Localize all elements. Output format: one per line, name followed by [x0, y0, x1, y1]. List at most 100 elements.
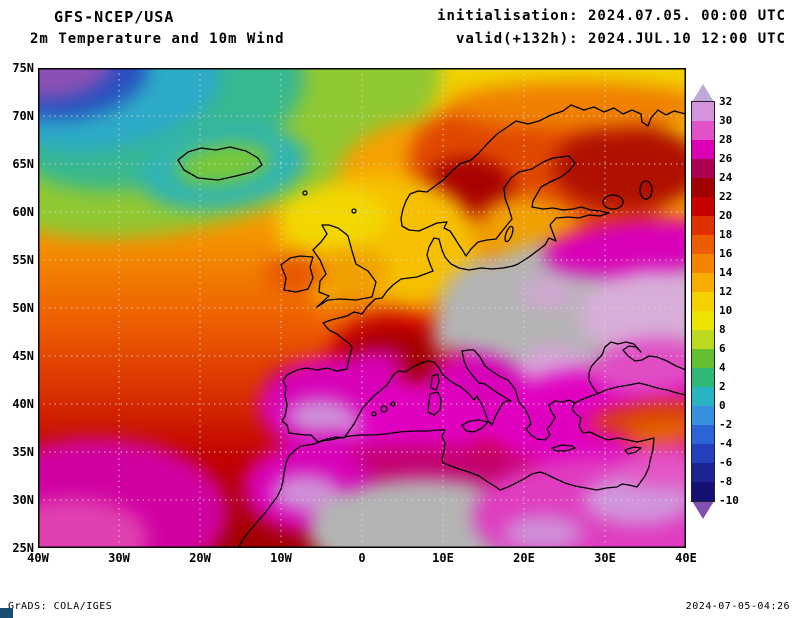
latitude-axis: 75N 70N 65N 60N 55N 50N 45N 40N 35N 30N 25N — [2, 61, 34, 555]
coastline-crete — [551, 444, 576, 452]
colorbar-segment — [692, 292, 714, 311]
colorbar-label: -2 — [719, 418, 733, 431]
longitude-label: 30W — [108, 551, 130, 565]
coastline-iceland — [177, 146, 263, 181]
parameter-subtitle: 2m Temperature and 10m Wind — [30, 31, 285, 47]
temp-blob — [503, 515, 583, 548]
colorbar-segments — [691, 101, 715, 502]
latitude-label: 45N — [12, 349, 34, 363]
temperature-field — [38, 68, 686, 548]
longitude-label: 10E — [432, 551, 454, 565]
longitude-label: 20E — [513, 551, 535, 565]
colorbar-segment — [692, 349, 714, 368]
colorbar-label: 24 — [719, 171, 733, 184]
temp-blob — [448, 82, 686, 130]
temp-blob — [553, 125, 686, 210]
lake-onega — [639, 180, 653, 200]
latitude-label: 60N — [12, 205, 34, 219]
colorbar — [691, 84, 715, 519]
colorbar-segment — [692, 178, 714, 197]
colorbar-label: 18 — [719, 228, 733, 241]
colorbar-segment — [692, 330, 714, 349]
grid-lines — [38, 68, 686, 548]
coastline-grid-overlay — [38, 68, 686, 548]
latitude-label: 75N — [12, 61, 34, 75]
model-title: GFS-NCEP/USA — [54, 8, 175, 26]
latitude-label: 55N — [12, 253, 34, 267]
colorbar-segment — [692, 140, 714, 159]
colorbar-segment — [692, 273, 714, 292]
coastline-mainland-europe — [281, 104, 686, 443]
colorbar-triangle-top — [692, 84, 714, 102]
colorbar-segment — [692, 216, 714, 235]
colorbar-segment — [692, 425, 714, 444]
coastline-black-sea-north — [588, 341, 686, 394]
colorbar-label: 26 — [719, 152, 733, 165]
colorbar-segment — [692, 463, 714, 482]
colorbar-segment — [692, 311, 714, 330]
colorbar-label: -8 — [719, 475, 733, 488]
coastline-africa-levant-turkey — [237, 403, 655, 548]
colorbar-segment — [692, 235, 714, 254]
coastline-cyprus — [624, 446, 642, 455]
colorbar-label: 14 — [719, 266, 733, 279]
island-mallorca — [380, 405, 388, 413]
colorbar-segment — [692, 197, 714, 216]
colorbar-label: 6 — [719, 342, 726, 355]
colorbar-label: -4 — [719, 437, 733, 450]
coastline-great-britain — [312, 224, 377, 308]
colorbar-segment — [692, 159, 714, 178]
longitude-label: 10W — [270, 551, 292, 565]
colorbar-segment — [692, 444, 714, 463]
colorbar-label: 32 — [719, 95, 733, 108]
colorbar-segment — [692, 254, 714, 273]
colorbar-label: 0 — [719, 399, 726, 412]
coastline-sardinia — [427, 391, 442, 416]
valid-time: valid(+132h): 2024.JUL.10 12:00 UTC — [455, 31, 786, 47]
colorbar-segment — [692, 406, 714, 425]
colorbar-label: 10 — [719, 304, 733, 317]
latitude-label: 65N — [12, 157, 34, 171]
longitude-label: 0 — [358, 551, 366, 565]
colorbar-label: 4 — [719, 361, 726, 374]
temp-blob — [278, 188, 388, 248]
colorbar-label: 20 — [719, 209, 733, 222]
longitude-label: 20W — [189, 551, 211, 565]
grads-credit: GrADS: COLA/IGES — [8, 601, 113, 612]
colorbar-segment — [692, 102, 714, 121]
colorbar-segment — [692, 482, 714, 501]
latitude-label: 35N — [12, 445, 34, 459]
longitude-label: 40E — [675, 551, 697, 565]
island-gotland — [504, 225, 514, 243]
colorbar-segment — [692, 368, 714, 387]
colorbar-label: 8 — [719, 323, 726, 336]
generated-timestamp: 2024-07-05-04:26 — [685, 601, 790, 612]
latitude-label: 40N — [12, 397, 34, 411]
colorbar-label: 22 — [719, 190, 733, 203]
longitude-label: 40W — [27, 551, 49, 565]
colorbar-label: 16 — [719, 247, 733, 260]
latitude-label: 30N — [12, 493, 34, 507]
colorbar-label: -6 — [719, 456, 733, 469]
temperature-field-blobs — [38, 68, 686, 548]
coastline-sicily — [461, 419, 489, 433]
colorbar-label: 28 — [719, 133, 733, 146]
colorbar-segment — [692, 387, 714, 406]
colorbar-label: -10 — [719, 494, 739, 507]
island-faroe — [302, 190, 308, 196]
latitude-label: 50N — [12, 301, 34, 315]
island-shetland — [351, 208, 357, 214]
latitude-label: 25N — [12, 541, 34, 555]
colorbar-triangle-bottom — [692, 501, 714, 519]
colorbar-label: 30 — [719, 114, 733, 127]
longitude-label: 30E — [594, 551, 616, 565]
coastline-corsica — [430, 373, 440, 391]
temp-blob — [520, 277, 576, 309]
longitude-axis: 40W 30W 20W 10W 0 10E 20E 30E 40E — [27, 551, 697, 565]
colorbar-labels: 32 30 28 26 24 22 20 18 16 14 12 10 8 6 4 2 0 -2 -4 -6 -8 -10 — [719, 95, 753, 508]
map-plot — [38, 68, 686, 548]
island-ibiza — [371, 411, 377, 417]
map-frame — [38, 68, 686, 548]
lake-ladoga — [602, 194, 624, 210]
